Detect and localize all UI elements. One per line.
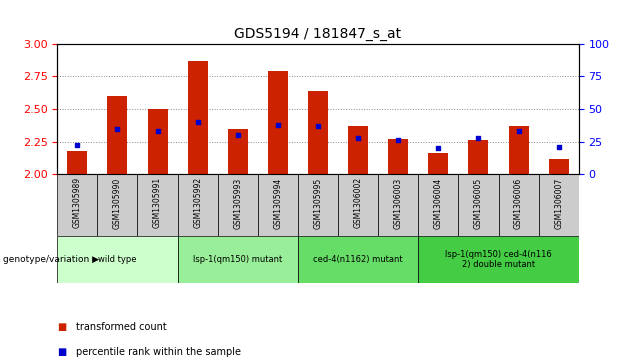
- Text: lsp-1(qm150) ced-4(n116
2) double mutant: lsp-1(qm150) ced-4(n116 2) double mutant: [445, 250, 552, 269]
- Point: [193, 119, 203, 125]
- Bar: [188, 61, 208, 174]
- Point: [353, 135, 363, 140]
- Text: GSM1306003: GSM1306003: [394, 177, 403, 229]
- Bar: [298, 174, 338, 236]
- Text: lsp-1(qm150) mutant: lsp-1(qm150) mutant: [193, 255, 282, 264]
- Text: percentile rank within the sample: percentile rank within the sample: [76, 347, 241, 357]
- Bar: [137, 174, 177, 236]
- Point: [153, 128, 163, 134]
- Text: GSM1305995: GSM1305995: [314, 177, 322, 229]
- Bar: [258, 174, 298, 236]
- Text: GSM1305994: GSM1305994: [273, 177, 282, 229]
- Bar: [509, 126, 529, 174]
- Bar: [308, 91, 328, 174]
- Bar: [428, 153, 448, 174]
- Text: ■: ■: [57, 347, 67, 357]
- Bar: [348, 126, 368, 174]
- Point: [393, 137, 403, 143]
- Bar: [388, 139, 408, 174]
- Point: [233, 132, 243, 138]
- Bar: [57, 236, 177, 283]
- Bar: [298, 236, 418, 283]
- Bar: [177, 174, 218, 236]
- Bar: [218, 174, 258, 236]
- Bar: [459, 174, 499, 236]
- Text: genotype/variation ▶: genotype/variation ▶: [3, 255, 99, 264]
- Bar: [107, 96, 127, 174]
- Text: GSM1306007: GSM1306007: [554, 177, 563, 229]
- Bar: [57, 174, 97, 236]
- Text: GSM1305993: GSM1305993: [233, 177, 242, 229]
- Point: [513, 128, 523, 134]
- Title: GDS5194 / 181847_s_at: GDS5194 / 181847_s_at: [235, 27, 401, 41]
- Text: GSM1305989: GSM1305989: [73, 177, 82, 228]
- Text: ■: ■: [57, 322, 67, 332]
- Point: [273, 122, 283, 127]
- Text: GSM1306002: GSM1306002: [354, 177, 363, 228]
- Text: transformed count: transformed count: [76, 322, 167, 332]
- Text: ced-4(n1162) mutant: ced-4(n1162) mutant: [314, 255, 403, 264]
- Bar: [378, 174, 418, 236]
- Text: GSM1305992: GSM1305992: [193, 177, 202, 228]
- Point: [113, 126, 123, 131]
- Bar: [549, 159, 569, 174]
- Bar: [67, 151, 87, 174]
- Bar: [469, 140, 488, 174]
- Bar: [177, 236, 298, 283]
- Text: GSM1305990: GSM1305990: [113, 177, 122, 229]
- Point: [473, 135, 483, 140]
- Bar: [148, 109, 167, 174]
- Bar: [539, 174, 579, 236]
- Text: GSM1306004: GSM1306004: [434, 177, 443, 229]
- Text: GSM1306005: GSM1306005: [474, 177, 483, 229]
- Text: GSM1306006: GSM1306006: [514, 177, 523, 229]
- Point: [433, 145, 443, 151]
- Text: GSM1305991: GSM1305991: [153, 177, 162, 228]
- Bar: [338, 174, 378, 236]
- Bar: [97, 174, 137, 236]
- Bar: [499, 174, 539, 236]
- Bar: [418, 236, 579, 283]
- Point: [313, 123, 323, 129]
- Bar: [228, 129, 248, 174]
- Point: [73, 143, 83, 148]
- Point: [553, 144, 563, 150]
- Bar: [418, 174, 459, 236]
- Text: wild type: wild type: [98, 255, 137, 264]
- Bar: [268, 71, 288, 174]
